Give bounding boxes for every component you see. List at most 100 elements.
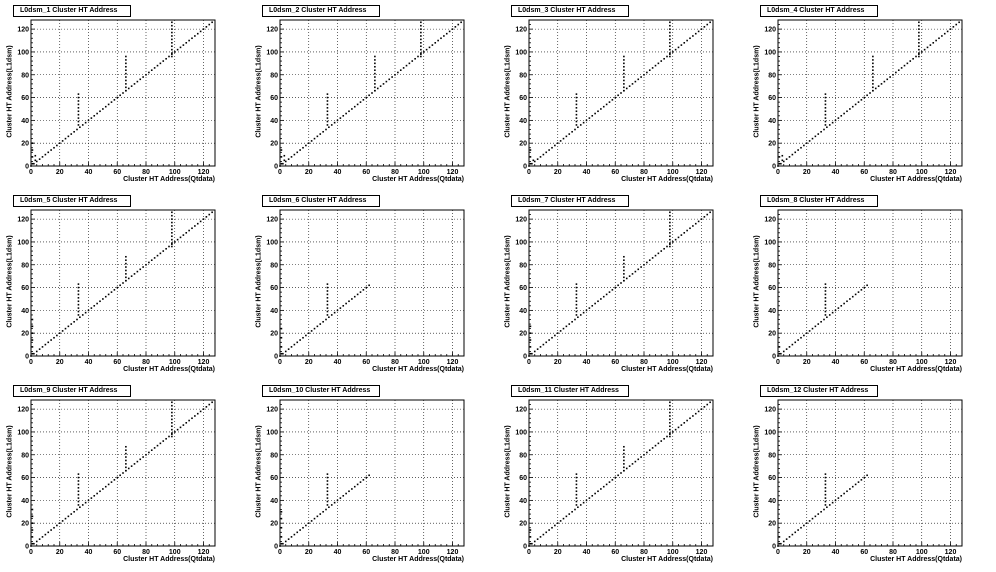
data-point [669,228,671,231]
data-point [316,325,319,328]
data-point [185,422,188,424]
data-point [77,493,80,496]
data-point [127,277,130,280]
data-point [846,110,848,113]
data-point [61,520,64,522]
data-point [368,94,370,97]
data-point [420,52,422,54]
data-point [33,352,35,355]
data-point [44,343,47,346]
data-point [824,96,827,99]
data-point [529,542,532,545]
data-point [778,536,781,538]
x-tick-label: 60 [113,169,121,176]
data-point [663,57,665,60]
y-tick-label: 60 [768,475,776,482]
panel-title: L0dsm_2 Cluster HT Address [262,5,380,17]
x-axis-label: Cluster HT Address(Qtdata) [621,556,713,563]
data-point [575,103,578,106]
plot-svg: 0 20 40 60 80 100 120 0 20 40 60 80 100 120 [266,209,465,366]
data-point [620,472,622,474]
data-point [571,510,573,513]
data-point [575,500,578,503]
data-point [900,67,903,69]
data-point [811,517,814,520]
data-point [330,504,333,506]
y-axis-label: Cluster HT Address(L1dsm) [255,425,263,518]
data-point [623,83,625,85]
data-point [336,499,339,502]
data-point [171,221,173,224]
data-point [125,59,127,61]
data-point [431,44,434,46]
data-point [280,536,283,538]
data-point [588,307,591,309]
data-point [391,76,393,78]
data-point [548,339,550,341]
data-point [374,59,376,61]
data-point [359,101,362,103]
y-axis-label: Cluster HT Address(L1dsm) [504,45,512,138]
data-point [414,57,416,60]
data-point [600,108,602,110]
y-tick-label: 80 [21,452,29,459]
data-point [99,110,101,113]
data-point [422,51,425,53]
x-tick-label: 20 [305,359,313,366]
y-tick-label: 40 [270,498,278,505]
x-axis-label: Cluster HT Address(Qtdata) [870,176,962,183]
data-point [313,137,316,140]
y-tick-label: 20 [519,141,527,148]
data-point [529,149,532,151]
data-point [148,451,150,454]
data-point [623,276,625,279]
x-axis-label: Cluster HT Address(Qtdata) [123,366,215,373]
data-point [77,124,80,126]
data-point [646,261,648,264]
data-point [657,252,660,255]
x-tick-label: 0 [278,169,282,176]
data-point [136,460,139,463]
data-point [872,62,874,65]
data-point [191,37,193,40]
data-point [171,411,173,414]
data-point [420,45,422,48]
data-point [571,130,573,133]
x-tick-label: 60 [362,549,370,556]
data-point [808,140,811,142]
data-point [399,69,402,71]
data-point [669,21,671,24]
data-point [310,330,313,332]
data-point [287,158,290,160]
data-point [31,508,34,511]
data-point [820,130,822,133]
data-point [116,96,119,99]
data-point [185,42,188,44]
panel-title: L0dsm_6 Cluster HT Address [262,195,380,207]
data-point [669,245,671,248]
data-point [316,515,319,518]
data-point [136,270,139,273]
data-point [35,540,38,543]
data-point [287,538,290,540]
y-tick-label: 120 [17,217,29,224]
data-point [171,428,173,431]
data-point [529,339,532,341]
data-point [302,146,304,149]
data-point [623,69,625,71]
data-point [77,110,80,113]
data-point [669,432,671,434]
data-point [637,78,640,81]
plot-svg: 0 20 40 60 80 100 120 0 20 40 60 80 100 120 [515,399,714,556]
data-point [342,305,345,307]
data-point [376,87,379,90]
data-point [107,293,110,296]
data-point [162,60,165,62]
y-tick-label: 20 [270,331,278,338]
y-tick-label: 120 [17,407,29,414]
data-point [824,283,827,285]
data-point [38,158,41,160]
y-tick-label: 120 [515,217,527,224]
data-point [142,76,144,78]
y-tick-label: 60 [270,285,278,292]
